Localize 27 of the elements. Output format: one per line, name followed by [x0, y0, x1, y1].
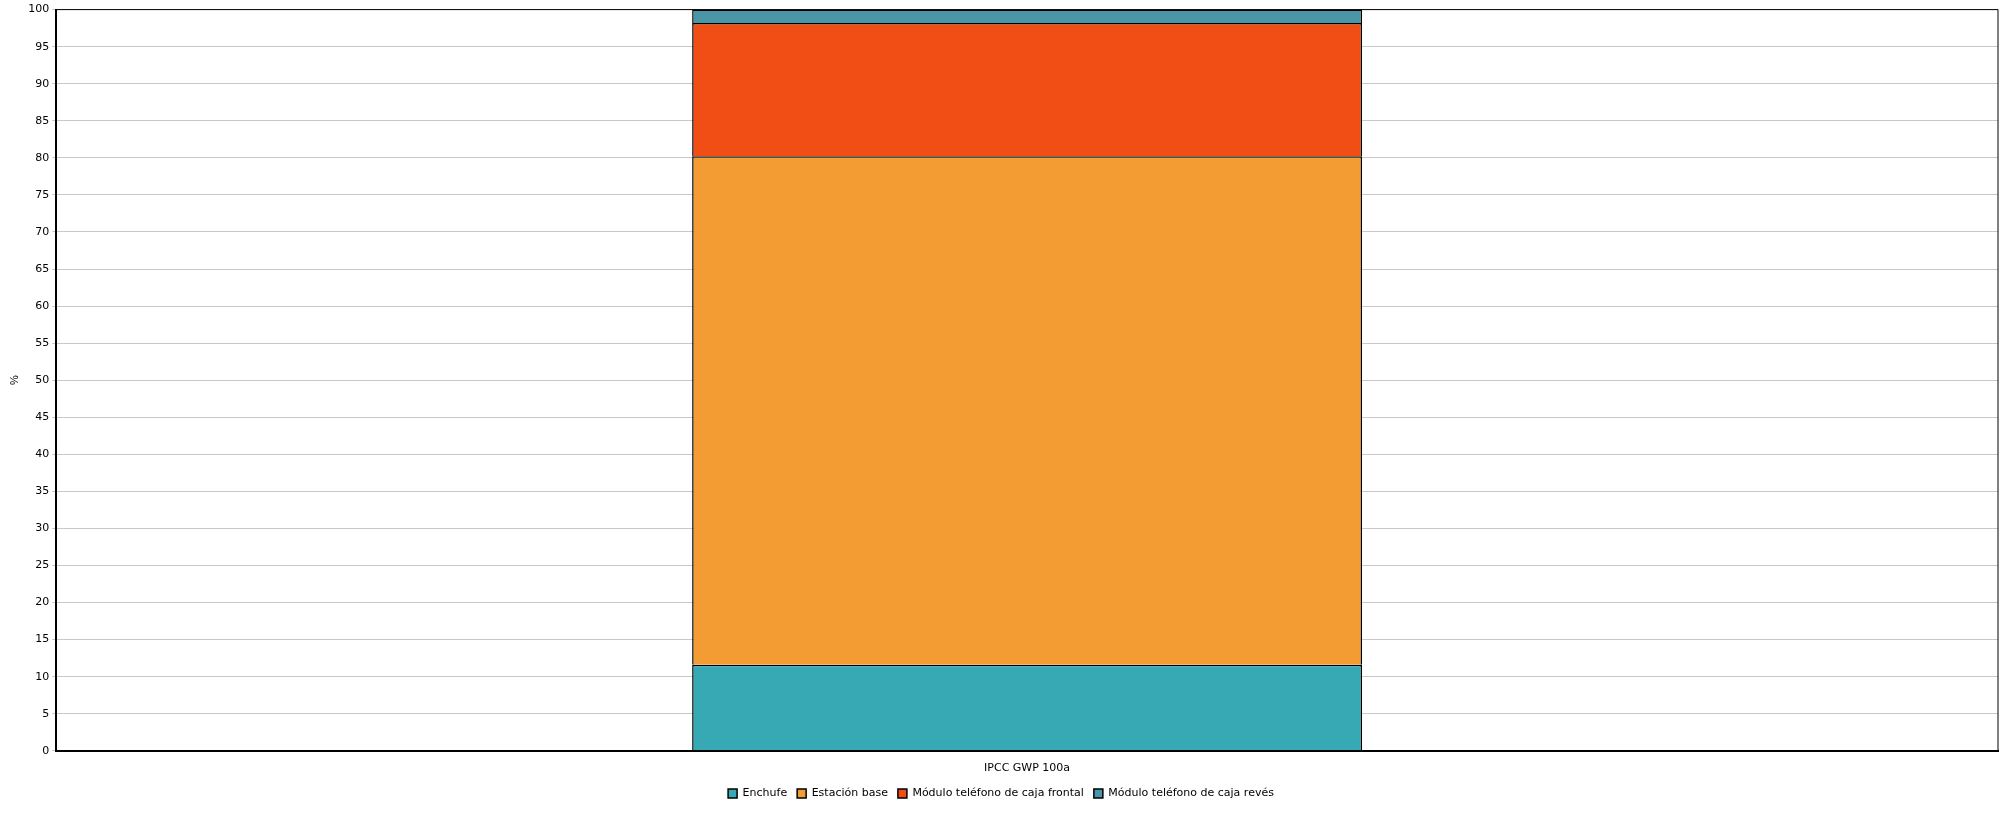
- y-tick-label: 85: [35, 113, 50, 127]
- y-tick-label: 95: [35, 39, 50, 53]
- legend-label: Estación base: [811, 786, 889, 800]
- y-tick-label: 70: [35, 224, 50, 238]
- legend-label: Módulo teléfono de caja frontal: [912, 786, 1084, 800]
- legend-label: Módulo teléfono de caja revés: [1108, 786, 1275, 800]
- y-tick-label: 45: [35, 410, 50, 424]
- y-tick-label: 5: [42, 706, 50, 720]
- y-tick-label: 100: [28, 2, 50, 16]
- y-tick-label: 10: [35, 669, 50, 683]
- y-axis-title: %: [7, 375, 20, 386]
- y-tick-label: 35: [35, 484, 50, 498]
- y-tick-label: 40: [35, 447, 50, 461]
- y-tick-label: 30: [35, 521, 50, 535]
- x-tick-label: IPCC GWP 100a: [984, 761, 1071, 775]
- y-tick-label: 80: [35, 150, 50, 164]
- legend-label: Enchufe: [742, 786, 788, 800]
- y-tick-label: 60: [35, 298, 50, 312]
- y-tick-label: 50: [35, 373, 50, 387]
- y-tick-label: 25: [35, 558, 50, 572]
- y-tick-label: 65: [35, 261, 50, 275]
- y-tick-label: 15: [35, 632, 50, 646]
- y-tick-label: 0: [42, 743, 50, 757]
- y-tick-label: 55: [35, 336, 50, 349]
- y-tick-label: 20: [35, 595, 50, 609]
- y-tick-label: 90: [35, 76, 50, 90]
- y-tick-label: 75: [35, 187, 50, 201]
